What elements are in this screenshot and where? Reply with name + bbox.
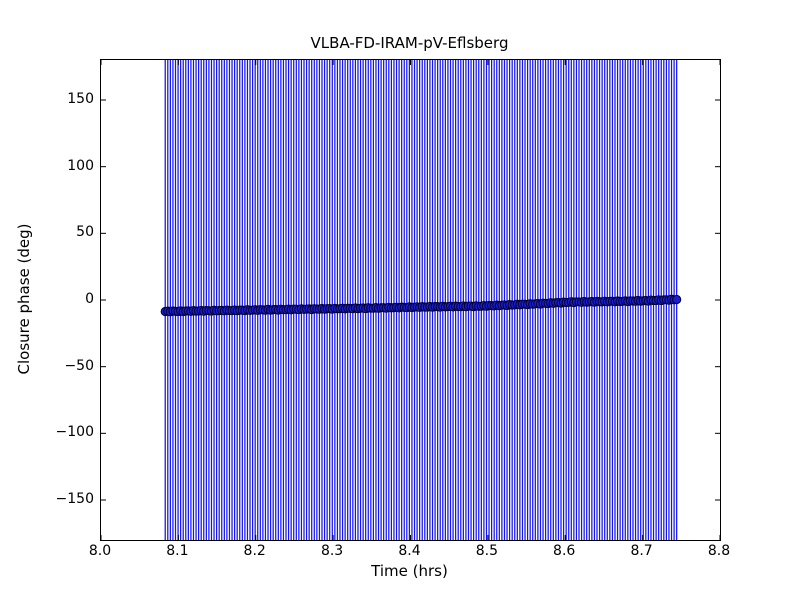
- y-tick-label: 0: [85, 291, 94, 307]
- x-tick-label: 8.3: [320, 543, 344, 559]
- y-tick-labels: 150 100 50 0 −50 −100 −150: [0, 59, 94, 539]
- y-tick-label: 150: [67, 91, 94, 107]
- x-tick-label: 8.0: [88, 543, 112, 559]
- y-tick-label: −50: [64, 357, 94, 374]
- y-tick-label: 50: [76, 224, 94, 241]
- x-tick-label: 8.8: [707, 543, 731, 559]
- x-tick-labels: 8.0 8.1 8.2 8.3 8.4 8.5 8.6 8.7 8.8: [89, 543, 730, 561]
- plot-area: [100, 59, 721, 541]
- x-tick-label: 8.7: [630, 543, 653, 559]
- x-tick-label: 8.6: [553, 543, 576, 559]
- x-tick-label: 8.4: [398, 543, 421, 559]
- y-tick-label: −150: [55, 491, 94, 507]
- x-tick-label: 8.2: [243, 543, 266, 559]
- plot-canvas: [101, 60, 720, 540]
- y-tick-label: −100: [55, 424, 94, 441]
- x-tick-label: 8.1: [166, 543, 189, 559]
- chart-title: VLBA-FD-IRAM-pV-Eflsberg: [310, 34, 509, 52]
- x-axis-label: Time (hrs): [371, 562, 448, 580]
- y-tick-label: 100: [67, 157, 94, 174]
- x-tick-label: 8.5: [475, 543, 499, 559]
